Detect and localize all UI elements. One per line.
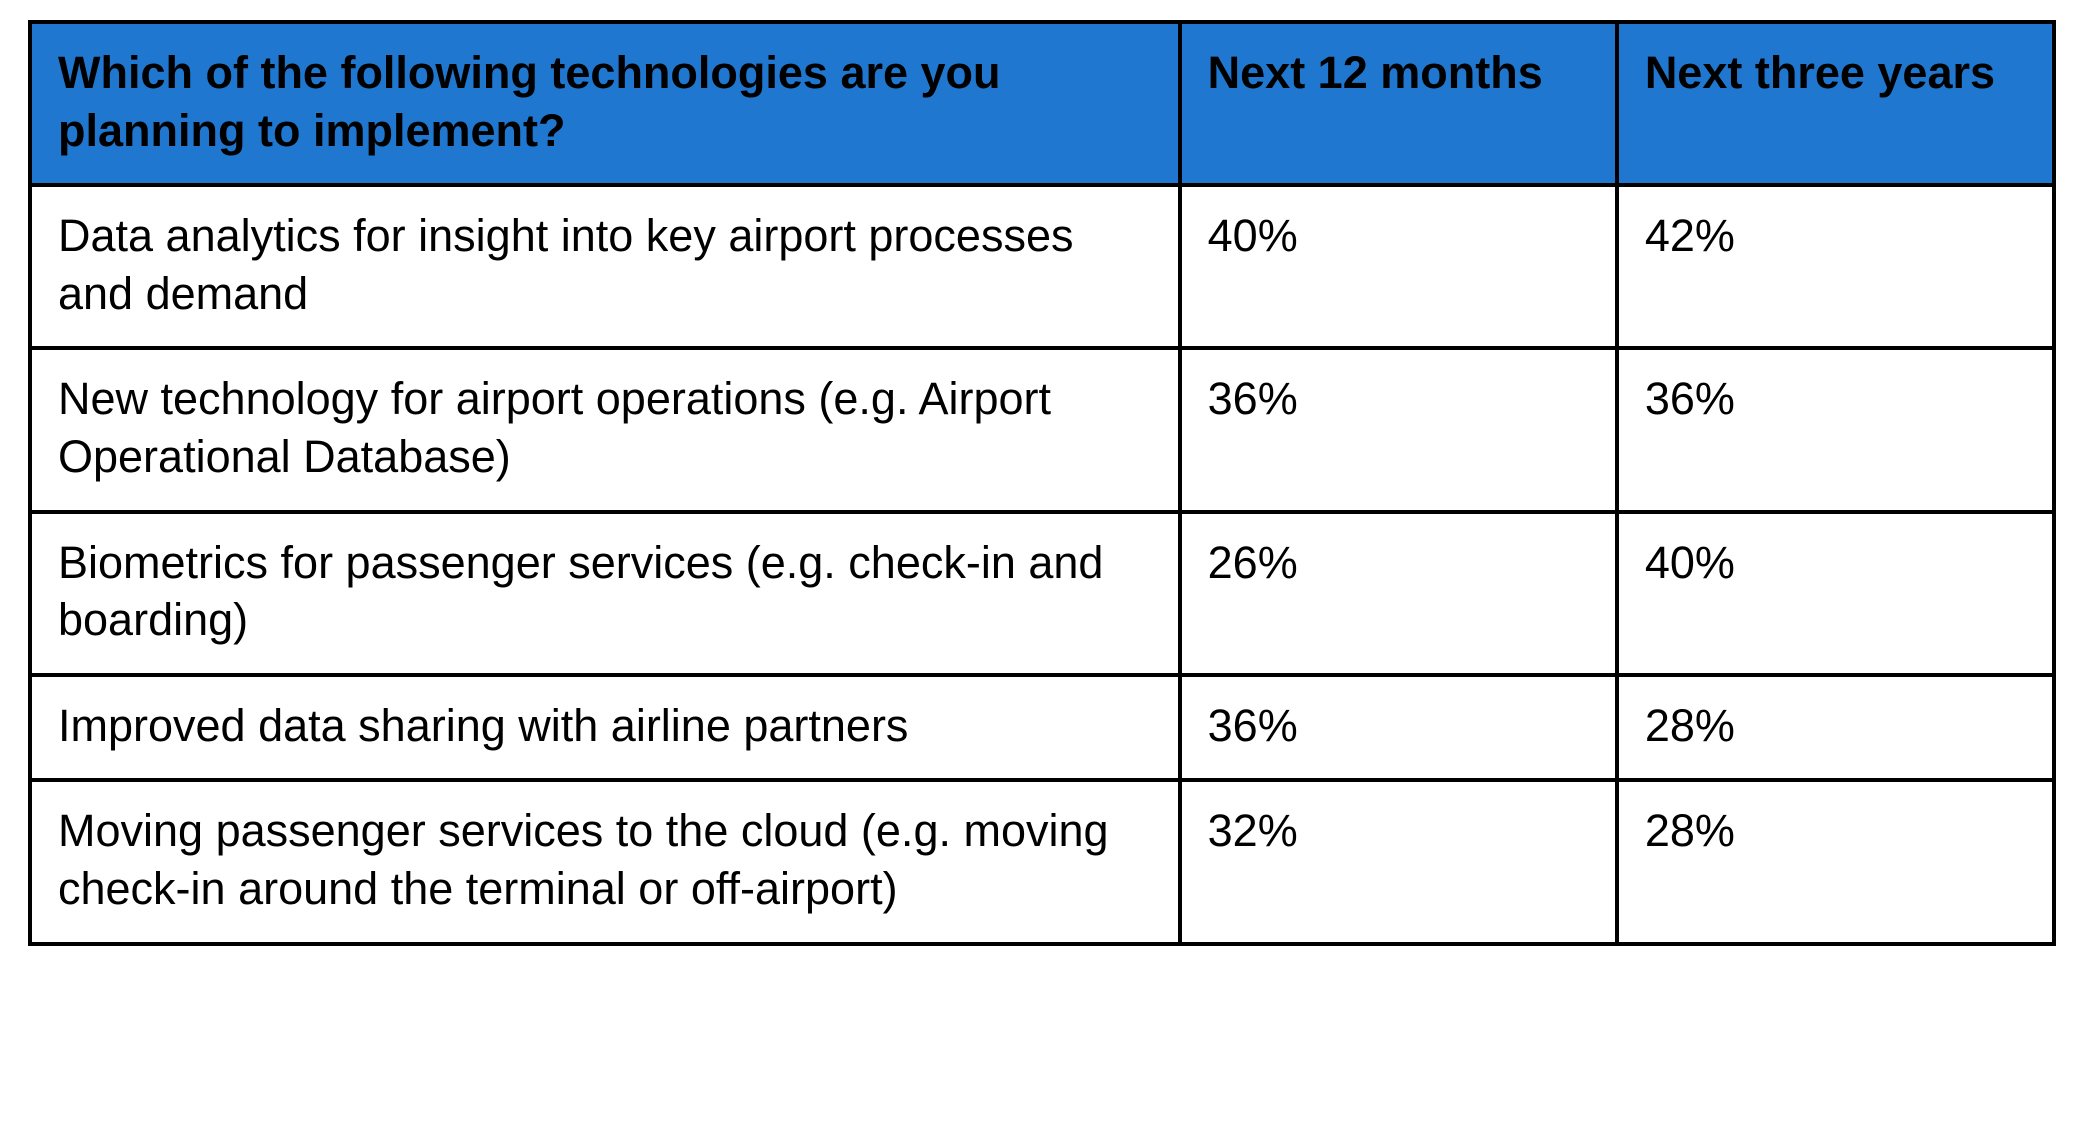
- table-body: Data analytics for insight into key airp…: [30, 185, 2054, 943]
- technologies-table: Which of the following technologies are …: [28, 20, 2056, 946]
- cell-next-12-months: 32%: [1180, 780, 1617, 943]
- table-row: Biometrics for passenger services (e.g. …: [30, 512, 2054, 675]
- cell-technology: Moving passenger services to the cloud (…: [30, 780, 1180, 943]
- table-row: Improved data sharing with airline partn…: [30, 675, 2054, 781]
- cell-technology: Biometrics for passenger services (e.g. …: [30, 512, 1180, 675]
- cell-next-12-months: 40%: [1180, 185, 1617, 348]
- table-row: Data analytics for insight into key airp…: [30, 185, 2054, 348]
- cell-next-12-months: 36%: [1180, 675, 1617, 781]
- cell-technology: New technology for airport operations (e…: [30, 348, 1180, 511]
- cell-next-three-years: 40%: [1617, 512, 2054, 675]
- cell-next-three-years: 28%: [1617, 675, 2054, 781]
- col-header-question: Which of the following technologies are …: [30, 22, 1180, 185]
- cell-technology: Improved data sharing with airline partn…: [30, 675, 1180, 781]
- table-row: Moving passenger services to the cloud (…: [30, 780, 2054, 943]
- table-header-row: Which of the following technologies are …: [30, 22, 2054, 185]
- col-header-next-three-years: Next three years: [1617, 22, 2054, 185]
- table-header: Which of the following technologies are …: [30, 22, 2054, 185]
- cell-next-three-years: 42%: [1617, 185, 2054, 348]
- cell-next-three-years: 28%: [1617, 780, 2054, 943]
- cell-next-12-months: 36%: [1180, 348, 1617, 511]
- cell-next-three-years: 36%: [1617, 348, 2054, 511]
- table-row: New technology for airport operations (e…: [30, 348, 2054, 511]
- col-header-next-12-months: Next 12 months: [1180, 22, 1617, 185]
- cell-next-12-months: 26%: [1180, 512, 1617, 675]
- table-container: Which of the following technologies are …: [0, 0, 2084, 966]
- cell-technology: Data analytics for insight into key airp…: [30, 185, 1180, 348]
